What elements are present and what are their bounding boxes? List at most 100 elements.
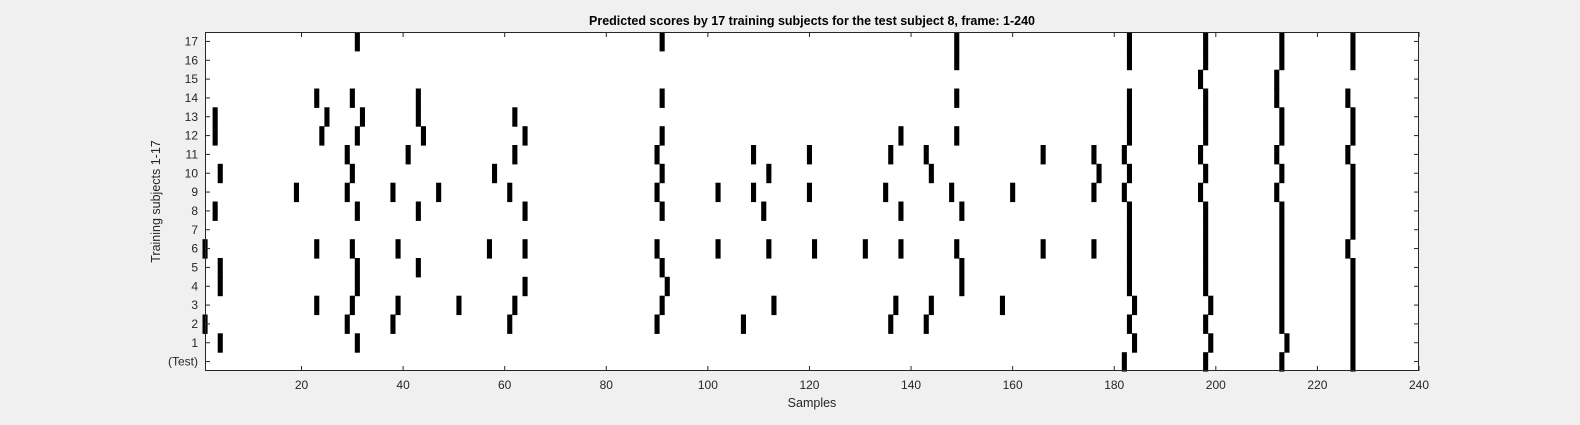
x-axis-label: Samples (788, 396, 837, 410)
data-mark (1126, 32, 1132, 52)
data-mark (354, 258, 360, 278)
data-mark (522, 239, 528, 259)
data-mark (1350, 258, 1356, 278)
data-mark (344, 145, 350, 165)
y-tick-label: 11 (186, 147, 199, 161)
data-mark (1198, 182, 1204, 203)
plot-frame (205, 32, 1419, 371)
data-mark (1279, 295, 1285, 316)
data-mark (1350, 276, 1356, 297)
data-mark (1126, 88, 1132, 108)
data-mark (1132, 333, 1138, 353)
data-mark (1091, 239, 1097, 259)
data-mark (928, 295, 934, 316)
data-mark (1274, 182, 1280, 203)
y-tick-label: 2 (191, 317, 198, 331)
data-mark (1126, 50, 1132, 71)
data-mark (1126, 258, 1132, 278)
x-tick-label: 240 (1409, 378, 1429, 392)
data-mark (293, 182, 299, 203)
data-mark (1040, 145, 1046, 165)
data-mark (354, 201, 360, 221)
data-mark (1126, 314, 1132, 334)
y-tick-label: 9 (191, 185, 198, 199)
data-mark (415, 201, 421, 221)
data-marks (202, 32, 1356, 372)
data-mark (1279, 32, 1285, 52)
data-mark (1350, 352, 1356, 372)
data-mark (344, 314, 350, 334)
data-mark (324, 107, 330, 127)
data-mark (1345, 239, 1351, 259)
data-mark (390, 314, 396, 334)
data-mark (766, 163, 772, 184)
data-mark (512, 145, 518, 165)
data-mark (1208, 295, 1214, 316)
data-mark (659, 258, 665, 278)
data-mark (354, 32, 360, 52)
data-mark (771, 295, 777, 316)
data-mark (390, 182, 396, 203)
data-mark (954, 239, 960, 259)
data-mark (314, 88, 320, 108)
data-mark (217, 258, 223, 278)
data-mark (395, 239, 401, 259)
data-mark (659, 32, 665, 52)
x-tick-label: 80 (600, 378, 614, 392)
data-mark (415, 107, 421, 127)
x-tick-label: 60 (498, 378, 512, 392)
data-mark (1279, 50, 1285, 71)
data-mark (492, 163, 498, 184)
data-mark (1198, 145, 1204, 165)
data-mark (898, 239, 904, 259)
data-mark (1126, 163, 1132, 184)
data-mark (395, 295, 401, 316)
data-mark (217, 163, 223, 184)
data-mark (1203, 352, 1209, 372)
y-tick-label: 16 (185, 53, 199, 67)
data-mark (1345, 88, 1351, 108)
y-tick-label: 15 (185, 72, 199, 86)
data-mark (1350, 314, 1356, 334)
data-mark (1126, 239, 1132, 259)
data-mark (1040, 239, 1046, 259)
data-mark (659, 163, 665, 184)
data-mark (1279, 352, 1285, 372)
data-mark (715, 182, 721, 203)
data-mark (740, 314, 746, 334)
data-mark (1203, 258, 1209, 278)
data-mark (659, 88, 665, 108)
data-mark (1274, 69, 1280, 90)
data-mark (1198, 69, 1204, 90)
data-mark (1121, 352, 1127, 372)
data-mark (751, 145, 757, 165)
data-mark (1203, 107, 1209, 127)
y-tick-label: 10 (185, 166, 199, 180)
data-mark (1350, 126, 1356, 146)
data-mark (349, 239, 355, 259)
data-mark (1121, 182, 1127, 203)
x-tick-label: 180 (1104, 378, 1124, 392)
data-mark (1350, 295, 1356, 316)
data-mark (862, 239, 868, 259)
x-tick-label: 140 (901, 378, 921, 392)
data-mark (1203, 126, 1209, 146)
data-mark (1203, 163, 1209, 184)
data-mark (212, 107, 218, 127)
data-mark (217, 333, 223, 353)
data-mark (1284, 333, 1290, 353)
data-mark (349, 295, 355, 316)
data-mark (659, 126, 665, 146)
data-mark (715, 239, 721, 259)
data-mark (349, 163, 355, 184)
data-mark (954, 126, 960, 146)
data-mark (812, 239, 818, 259)
data-mark (928, 163, 934, 184)
data-mark (522, 276, 528, 297)
data-mark (1126, 126, 1132, 146)
data-mark (1274, 145, 1280, 165)
data-mark (436, 182, 442, 203)
x-tick-label: 200 (1206, 378, 1226, 392)
data-mark (1203, 32, 1209, 52)
